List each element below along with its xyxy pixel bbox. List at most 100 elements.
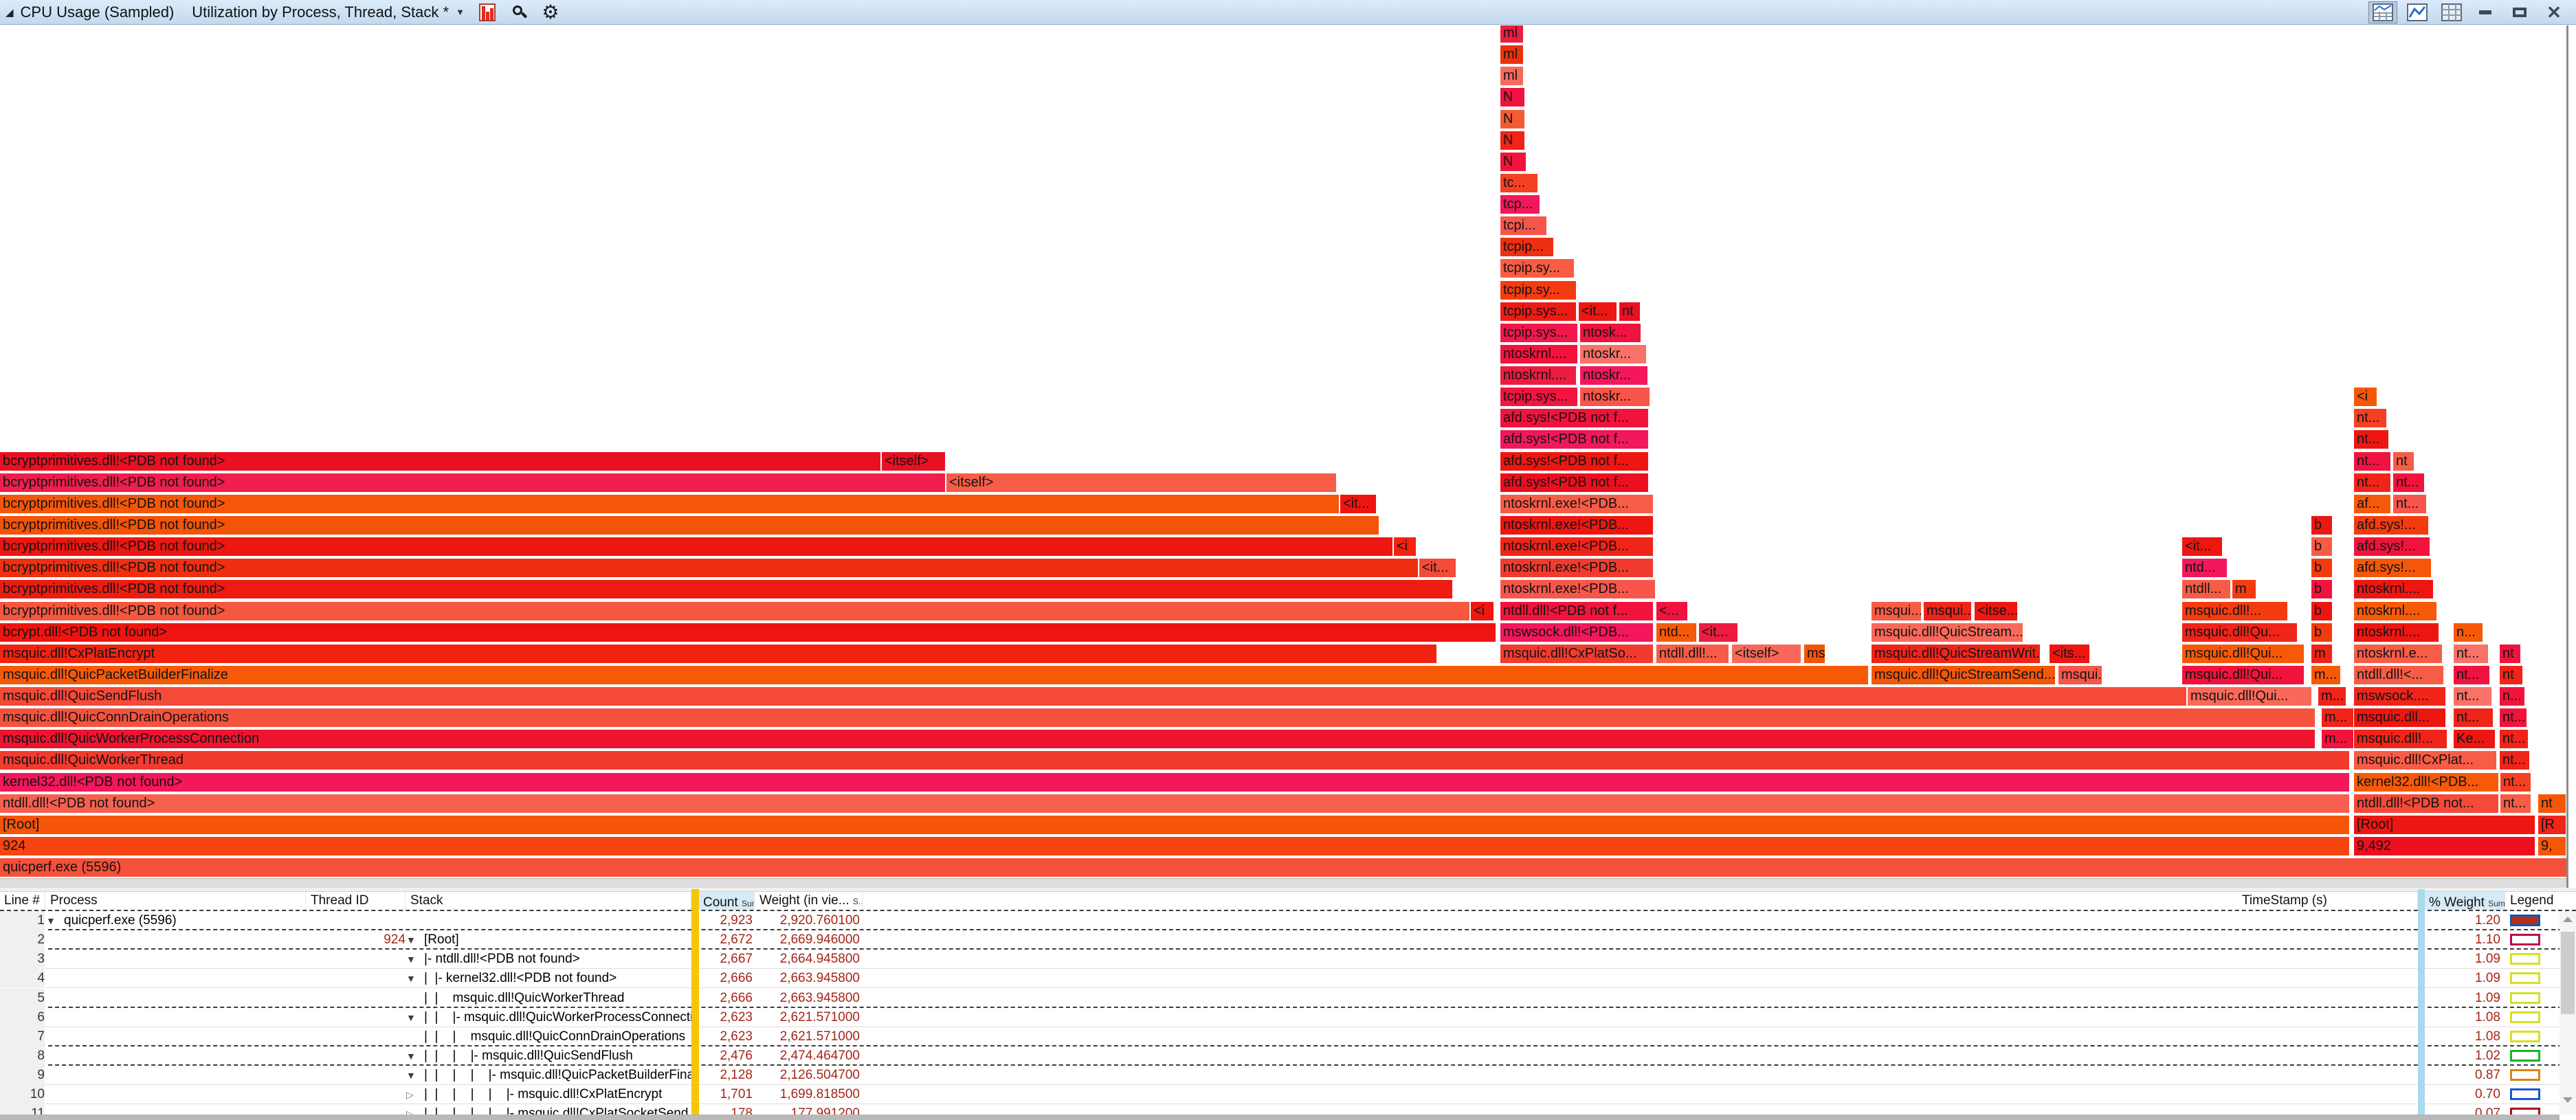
flame-bar[interactable]: tcp... bbox=[1500, 195, 1540, 214]
col-header-line[interactable]: Line # bbox=[0, 892, 45, 910]
flame-bar[interactable]: af... bbox=[2354, 494, 2390, 513]
flame-bar[interactable]: msquic.dll!QuicSendFlush bbox=[0, 687, 2186, 706]
flame-bar[interactable]: b bbox=[2311, 580, 2332, 599]
flame-bar[interactable]: b bbox=[2311, 623, 2332, 642]
flame-bar[interactable]: mswsock.dll!<PDB... bbox=[1500, 623, 1653, 642]
cell-stack[interactable]: | | msquic.dll!QuicWorkerThread bbox=[424, 990, 625, 1005]
flame-bar[interactable]: 9, bbox=[2538, 836, 2566, 855]
flame-bar[interactable]: Ke... bbox=[2454, 730, 2495, 749]
chart-and-table-view-button[interactable] bbox=[2368, 1, 2397, 23]
flame-bar[interactable]: [Root] bbox=[2354, 815, 2535, 834]
flame-bar[interactable]: msquic.dll!CxPlatEncrypt bbox=[0, 644, 1436, 663]
scroll-up-icon[interactable] bbox=[2563, 917, 2573, 922]
search-icon[interactable] bbox=[509, 2, 529, 23]
graphing-column-gold-bar[interactable] bbox=[691, 889, 699, 1115]
flame-bar[interactable]: m... bbox=[2322, 730, 2353, 749]
flame-bar[interactable]: msquic.dll!Qui... bbox=[2188, 687, 2311, 706]
cell-process[interactable]: ▼ quicperf.exe (5596) bbox=[46, 911, 306, 930]
cell-stack[interactable]: ▼ | | |- msquic.dll!QuicWorkerProcessConn… bbox=[406, 1008, 691, 1027]
flame-bar[interactable]: ml bbox=[1500, 25, 1523, 43]
flame-bar[interactable]: ntdll.dll!... bbox=[1656, 644, 1729, 663]
chart-only-view-button[interactable] bbox=[2403, 1, 2432, 23]
expander-icon[interactable]: ▼ bbox=[406, 973, 416, 985]
flame-graph-icon[interactable] bbox=[477, 2, 498, 23]
flame-bar[interactable]: <it... bbox=[1699, 623, 1737, 642]
table-horizontal-scrollbar[interactable] bbox=[0, 1115, 2560, 1120]
cell-process[interactable] bbox=[46, 1027, 306, 1046]
flame-bar[interactable]: ntoskrnl.... bbox=[2354, 601, 2436, 620]
flame-bar[interactable]: N bbox=[1500, 131, 1524, 150]
flame-bar[interactable]: tcpip.sys... bbox=[1500, 323, 1577, 342]
flame-bar[interactable]: msquic.dll!Qu... bbox=[2182, 623, 2297, 642]
flame-horizontal-scrollbar[interactable] bbox=[0, 878, 2566, 888]
flame-bar[interactable]: ntoskrnl.exe!<PDB... bbox=[1500, 515, 1653, 535]
flame-bar[interactable]: b bbox=[2311, 537, 2332, 557]
expander-icon[interactable]: ▷ bbox=[406, 1089, 414, 1101]
flame-bar[interactable]: b bbox=[2311, 515, 2332, 535]
flame-bar[interactable]: quicperf.exe (5596) bbox=[0, 858, 2566, 877]
flame-bar[interactable]: ml bbox=[1500, 67, 1523, 86]
col-header-timestamp[interactable]: TimeStamp (s) bbox=[2238, 892, 2418, 910]
flame-bar[interactable]: ntd... bbox=[2182, 559, 2227, 578]
flame-bar[interactable]: ntoskrnl.exe!<PDB... bbox=[1500, 559, 1653, 578]
view-preset-dropdown-icon[interactable]: ▼ bbox=[456, 7, 465, 17]
flame-bar[interactable]: msqui... bbox=[1872, 601, 1921, 620]
flame-bar[interactable]: kernel32.dll!<PDB... bbox=[2354, 772, 2498, 792]
flame-bar[interactable]: ntdll... bbox=[2182, 580, 2230, 599]
flame-bar[interactable]: <it... bbox=[1579, 302, 1617, 321]
table-row[interactable]: 10 ▷ | | | | | |- msquic.dll!CxPlatEncrypt… bbox=[0, 1085, 2576, 1105]
flame-bar[interactable]: <... bbox=[1656, 601, 1687, 620]
flame-bar[interactable]: nt... bbox=[2393, 494, 2426, 513]
flame-bar[interactable]: 9,492 bbox=[2354, 836, 2535, 855]
flame-bar[interactable]: nt... bbox=[2454, 665, 2489, 684]
scroll-down-icon[interactable] bbox=[2563, 1097, 2573, 1103]
flame-bar[interactable]: ntoskr... bbox=[1580, 366, 1647, 385]
flame-bar[interactable]: ntoskrnl.... bbox=[2354, 623, 2439, 642]
flame-bar[interactable]: msquic.dll!... bbox=[2354, 730, 2447, 749]
count-aggregation-badge[interactable]: Sum1 bbox=[741, 899, 754, 908]
flame-bar[interactable]: msquic.dll... bbox=[2354, 708, 2445, 728]
flame-bar[interactable]: tcpip.sys... bbox=[1500, 302, 1576, 321]
flame-bar[interactable]: nt bbox=[2500, 644, 2520, 663]
flame-bar[interactable]: nt... bbox=[2354, 409, 2386, 428]
cell-stack[interactable] bbox=[406, 911, 691, 930]
close-button[interactable]: ✕ bbox=[2546, 1, 2562, 23]
flame-bar[interactable]: ntdll.dll!<... bbox=[2354, 665, 2443, 684]
flame-bar[interactable]: N bbox=[1500, 88, 1524, 107]
flame-bar[interactable]: ntdll.dll!<PDB not f... bbox=[1500, 601, 1653, 620]
table-row[interactable]: 1 ▼ quicperf.exe (5596) 2,923 2,920.760100 1.… bbox=[0, 911, 2576, 930]
flame-bar[interactable]: <itse... bbox=[1975, 601, 2017, 620]
flame-bar[interactable]: m bbox=[2232, 580, 2256, 599]
flame-bar[interactable]: mswsock.... bbox=[2354, 687, 2445, 706]
flame-bar[interactable]: n... bbox=[2500, 687, 2524, 706]
flame-bar[interactable]: tcpip... bbox=[1500, 238, 1553, 257]
flame-bar[interactable]: afd.sys!<PDB not f... bbox=[1500, 430, 1648, 449]
flame-bar[interactable]: nt... bbox=[2500, 730, 2528, 749]
flame-bar[interactable]: nt... bbox=[2354, 473, 2390, 492]
flame-bar[interactable]: tc... bbox=[1500, 173, 1537, 192]
flame-bar[interactable]: bcryptprimitives.dll!<PDB not found> bbox=[0, 537, 1392, 557]
percent-weight-aggregation-badge[interactable]: Sum0 bbox=[2488, 899, 2505, 908]
col-header-stack[interactable]: Stack bbox=[406, 892, 691, 910]
flame-bar[interactable]: tcpi... bbox=[1500, 216, 1546, 236]
expander-icon[interactable]: ▼ bbox=[406, 954, 416, 965]
expander-icon[interactable]: ▼ bbox=[406, 934, 416, 946]
flame-bar[interactable]: msquic.dll!QuicWorkerProcessConnection bbox=[0, 730, 2315, 749]
table-row[interactable]: 3 ▼ |- ntdll.dll!<PDB not found> 2,667 2,664… bbox=[0, 950, 2576, 970]
flame-bar[interactable]: bcrypt.dll!<PDB not found> bbox=[0, 623, 1496, 642]
flame-bar[interactable]: ntdll.dll!<PDB not found> bbox=[0, 794, 2349, 813]
col-header-count[interactable]: Count Sum1 bbox=[699, 892, 755, 910]
expander-icon[interactable]: ▼ bbox=[406, 1011, 416, 1023]
flame-bar[interactable]: nt... bbox=[2500, 772, 2531, 792]
expander-icon[interactable]: ▼ bbox=[406, 1050, 416, 1062]
table-row[interactable]: 7 | | | msquic.dll!QuicConnDrainOperation… bbox=[0, 1027, 2576, 1046]
table-vertical-scrollbar[interactable] bbox=[2560, 911, 2576, 1115]
flame-bar[interactable]: nt bbox=[2538, 794, 2566, 813]
flame-bar[interactable]: tcpip.sy... bbox=[1500, 280, 1576, 300]
flame-bar[interactable]: <itself> bbox=[946, 473, 1336, 492]
flame-bar[interactable]: <itself> bbox=[882, 451, 945, 471]
flame-bar[interactable]: m... bbox=[2318, 687, 2346, 706]
flame-bar[interactable]: nt bbox=[2393, 451, 2414, 471]
flame-bar[interactable]: afd.sys!<PDB not f... bbox=[1500, 409, 1648, 428]
flame-bar[interactable]: msquic.dll!QuicStreamWrit... bbox=[1872, 644, 2040, 663]
